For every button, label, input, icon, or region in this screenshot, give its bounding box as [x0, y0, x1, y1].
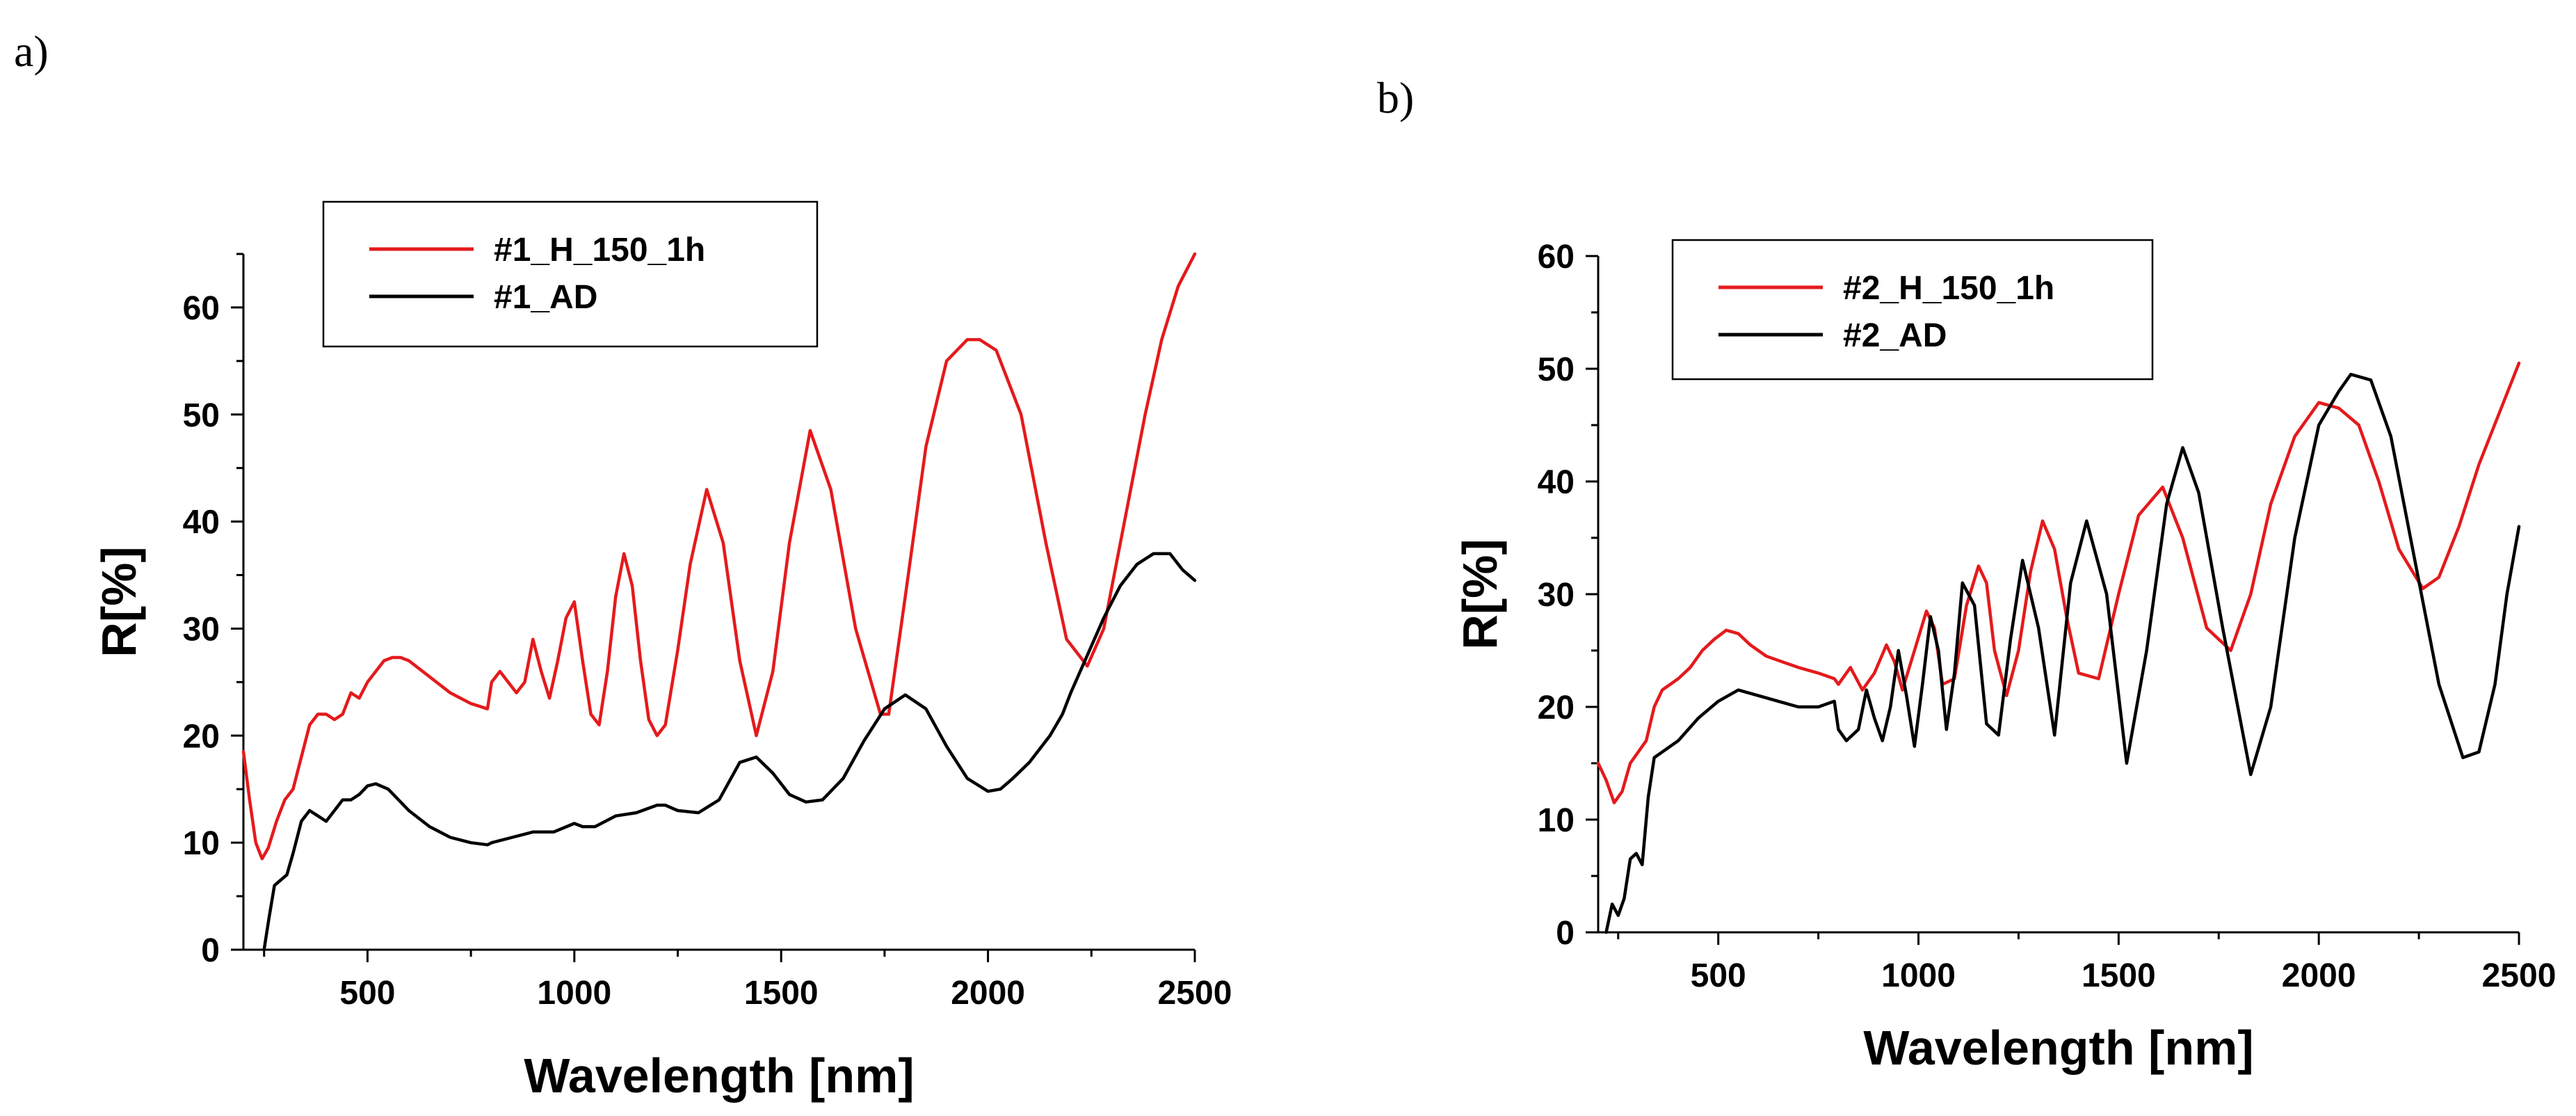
panel-label: b) [1377, 73, 1414, 122]
y-tick-label: 60 [183, 290, 220, 327]
panel-b: b) 0 10 20 30 40 50 60 500 1000 1500 2000 2500 Wavele… [1377, 73, 2556, 1075]
panel-a: a) 0 10 20 30 40 50 60 500 1000 1500 2000 2500 Wavele… [14, 26, 1232, 1103]
legend-box [322, 200, 819, 348]
y-tick-label: 10 [1538, 802, 1575, 839]
legend: #2_H_150_1h #2_AD [1671, 239, 2154, 381]
legend: #1_H_150_1h #1_AD [322, 200, 819, 348]
x-axis-title: Wavelength [nm] [524, 1049, 914, 1103]
x-tick-label: 2500 [2482, 957, 2557, 994]
x-tick-label: 500 [1691, 957, 1746, 994]
legend-label: #2_AD [1843, 317, 1947, 354]
y-axis-title: R[%] [92, 546, 146, 657]
y-tick-label: 50 [1538, 351, 1575, 388]
series-line-h150 [1596, 361, 2521, 804]
legend-label: #2_H_150_1h [1843, 270, 2054, 307]
y-tick-label: 30 [1538, 577, 1575, 614]
legend-box [1671, 239, 2154, 381]
x-tick-label: 1000 [1881, 957, 1956, 994]
y-tick-label: 0 [201, 932, 220, 969]
y-tick-label: 20 [183, 718, 220, 755]
x-tick-label: 2500 [1158, 975, 1232, 1012]
series-line-h150 [241, 252, 1197, 861]
x-axis-title: Wavelength [nm] [1863, 1021, 2253, 1075]
y-tick-label: 30 [183, 611, 220, 648]
x-tick-label: 500 [339, 975, 395, 1012]
x-tick-label: 1500 [2082, 957, 2156, 994]
y-tick-label: 50 [183, 397, 220, 434]
series-line-ad [1604, 372, 2521, 934]
x-tick-label: 1500 [744, 975, 819, 1012]
series-line-ad [262, 552, 1197, 952]
y-tick-label: 60 [1538, 239, 1575, 276]
y-tick-label: 20 [1538, 689, 1575, 726]
y-tick-label: 40 [183, 504, 220, 541]
x-tick-label: 2000 [951, 975, 1025, 1012]
y-tick-label: 40 [1538, 464, 1575, 501]
y-tick-label: 10 [183, 825, 220, 862]
legend-label: #1_AD [494, 279, 597, 316]
x-tick-label: 2000 [2282, 957, 2356, 994]
x-tick-label: 1000 [537, 975, 611, 1012]
y-tick-label: 0 [1556, 915, 1575, 952]
y-axis-title: R[%] [1453, 539, 1507, 649]
legend-label: #1_H_150_1h [494, 232, 705, 269]
panel-label: a) [14, 26, 49, 76]
